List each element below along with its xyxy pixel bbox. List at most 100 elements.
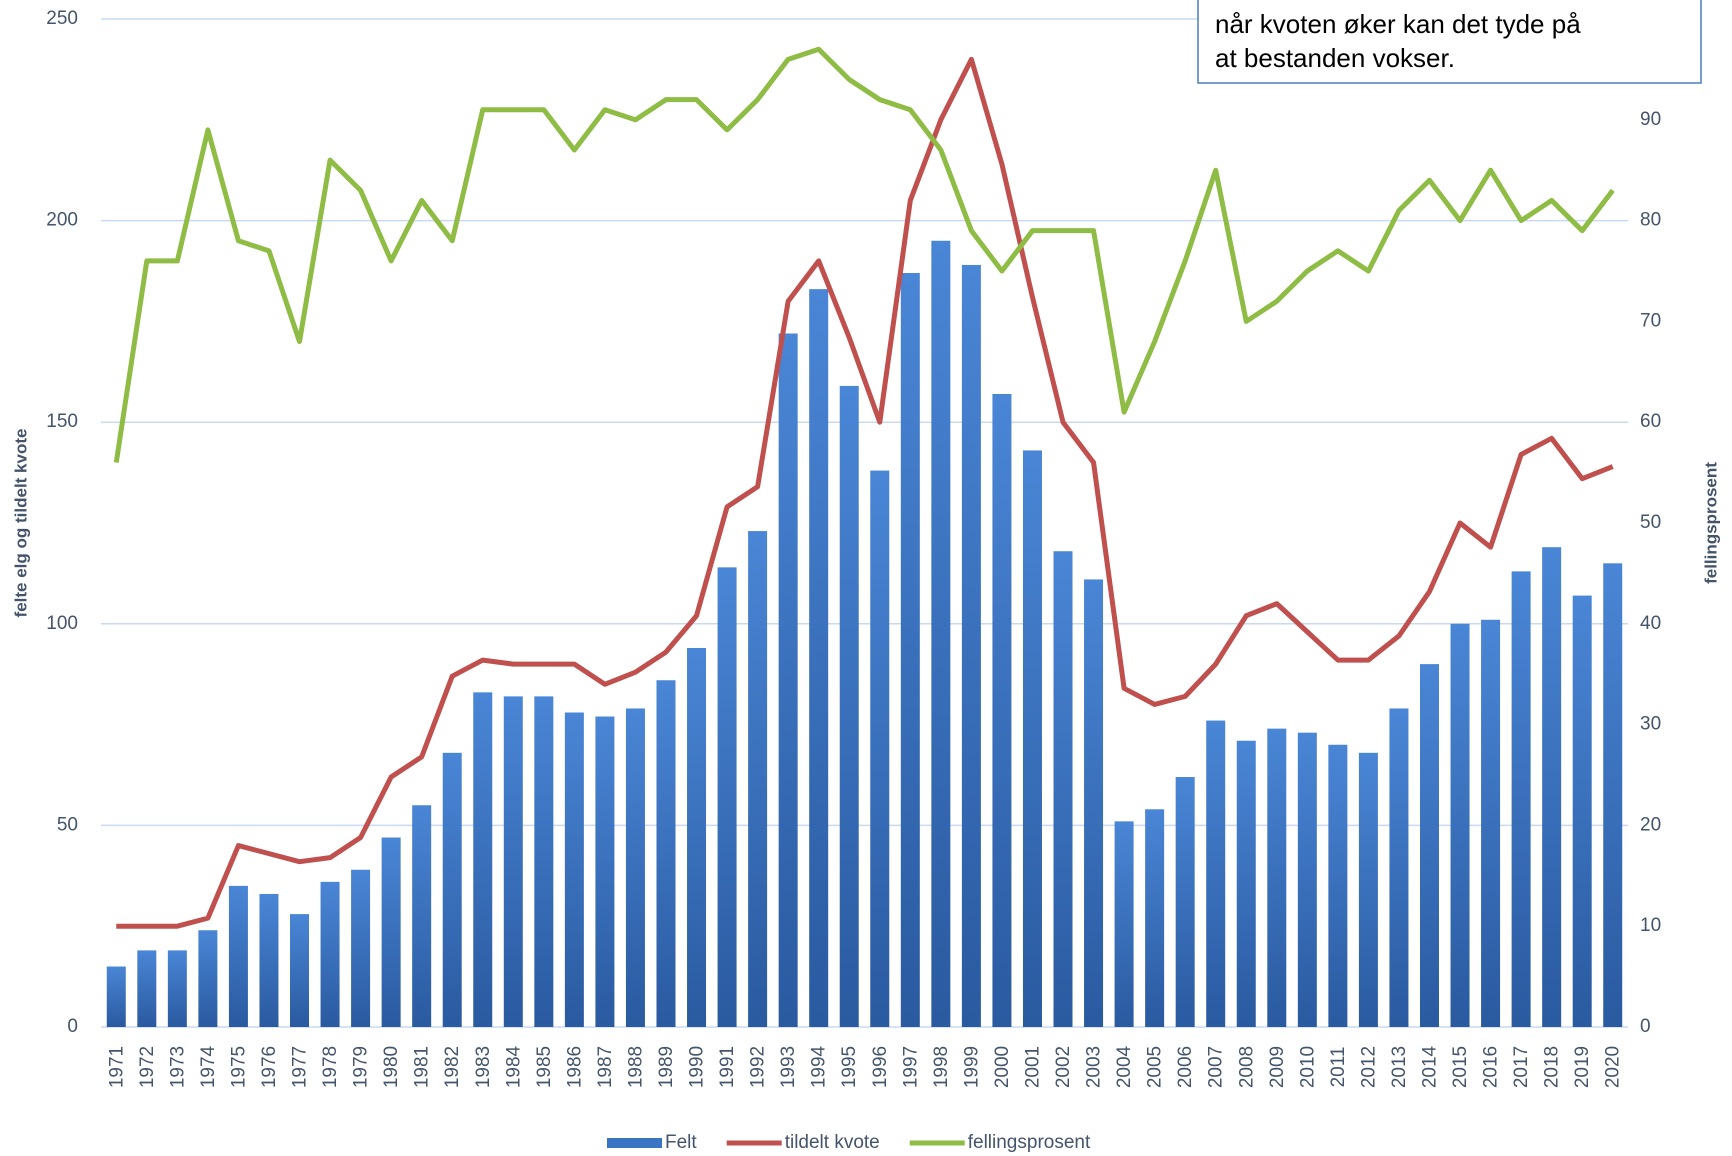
x-tick-label: 1972 [137, 1046, 158, 1088]
bar [625, 708, 645, 1027]
bar [1236, 740, 1256, 1027]
x-tick-label: 2014 [1420, 1045, 1441, 1088]
x-tick-label: 2007 [1206, 1046, 1227, 1088]
x-tick-label: 1982 [442, 1046, 463, 1088]
x-tick-label: 2000 [992, 1046, 1013, 1088]
x-tick-label: 2013 [1389, 1046, 1410, 1088]
x-tick-label: 2003 [1084, 1046, 1105, 1088]
bar [137, 950, 157, 1027]
bar [870, 470, 890, 1028]
bar [534, 696, 554, 1027]
x-tick-label: 1999 [961, 1046, 982, 1088]
bar [839, 385, 859, 1027]
x-tick-label: 1997 [900, 1046, 921, 1088]
legend-label: fellingsprosent [968, 1132, 1091, 1153]
bar [656, 680, 676, 1027]
y2-tick-label: 60 [1640, 411, 1661, 432]
x-tick-label: 2020 [1603, 1046, 1624, 1088]
x-tick-label: 2019 [1572, 1046, 1593, 1088]
y2-tick-label: 30 [1640, 714, 1661, 735]
bar [1572, 595, 1592, 1027]
legend-swatch [607, 1138, 662, 1148]
x-tick-label: 1989 [656, 1046, 677, 1088]
x-tick-label: 1987 [595, 1046, 616, 1088]
annotation: at bestanden vokser. [1215, 43, 1455, 73]
x-tick-label: 1991 [717, 1046, 738, 1088]
bar [1206, 720, 1226, 1027]
line [113, 46, 1615, 463]
x-tick-label: 1992 [748, 1046, 769, 1088]
x-tick-label: 1971 [106, 1046, 127, 1088]
x-tick-label: 2004 [1114, 1045, 1135, 1088]
bar [381, 837, 401, 1027]
x-tick-label: 2009 [1267, 1046, 1288, 1088]
x-tick-label: 1977 [290, 1046, 311, 1088]
x-tick-label: 1995 [839, 1046, 860, 1088]
x-tick-label: 1990 [687, 1046, 708, 1088]
y2-tick-label: 90 [1640, 109, 1661, 130]
line [116, 56, 1614, 929]
x-tick-label: 1984 [503, 1045, 524, 1088]
bar [1419, 664, 1439, 1027]
bar [1511, 571, 1531, 1027]
bar [1267, 728, 1287, 1027]
y2-tick-label: 10 [1640, 915, 1661, 936]
bar [442, 752, 462, 1027]
y-tick-label: 0 [67, 1016, 78, 1037]
bar [167, 950, 187, 1027]
y2-tick-label: 0 [1640, 1016, 1651, 1037]
bar [1389, 708, 1409, 1027]
annotation-box [1197, 0, 1702, 84]
bar [931, 240, 951, 1027]
bar [1297, 732, 1317, 1027]
x-tick-label: 2005 [1145, 1046, 1166, 1088]
bar [564, 712, 584, 1027]
bar [1542, 547, 1562, 1027]
bar [961, 264, 981, 1027]
y-tick-label: 100 [46, 613, 78, 634]
x-tick-label: 1981 [412, 1046, 433, 1088]
y2-tick-label: 80 [1640, 210, 1661, 231]
y2-tick-label: 20 [1640, 814, 1661, 835]
x-tick-label: 2016 [1481, 1046, 1502, 1088]
x-tick-label: 2011 [1328, 1047, 1349, 1088]
bar [503, 696, 523, 1027]
bar [992, 393, 1012, 1027]
annotation: når kvoten øker kan det tyde på [1215, 9, 1581, 39]
bar [198, 930, 218, 1027]
y2-tick-label: 50 [1640, 512, 1661, 533]
bar [259, 893, 279, 1027]
bar [748, 531, 768, 1027]
x-tick-label: 2017 [1511, 1046, 1532, 1088]
x-tick-label: 1974 [198, 1045, 219, 1088]
bar [1114, 821, 1134, 1027]
bar [1450, 623, 1470, 1027]
bar [351, 869, 371, 1027]
x-tick-label: 2001 [1022, 1046, 1043, 1088]
x-tick-label: 1986 [564, 1046, 585, 1088]
y2-axis-label: fellingsprosent [1701, 462, 1720, 584]
y-axis-label: felte elg og tildelt kvote [11, 429, 30, 618]
x-tick-label: 2006 [1175, 1046, 1196, 1088]
x-tick-label: 1985 [534, 1046, 555, 1088]
bar [717, 567, 737, 1027]
y-tick-label: 50 [57, 814, 78, 835]
x-tick-label: 1980 [381, 1046, 402, 1088]
bar [1358, 752, 1378, 1027]
x-tick-label: 1994 [809, 1045, 830, 1088]
x-tick-label: 1973 [167, 1046, 188, 1088]
bar [106, 966, 126, 1027]
bar [320, 881, 340, 1027]
bar [228, 885, 248, 1027]
x-tick-label: 2010 [1297, 1046, 1318, 1088]
bar [1175, 777, 1195, 1027]
y-tick-label: 200 [46, 210, 78, 231]
bar [809, 289, 829, 1027]
x-tick-label: 1998 [931, 1046, 952, 1088]
bar [1328, 744, 1348, 1027]
x-tick-label: 1988 [625, 1046, 646, 1088]
x-tick-label: 2012 [1358, 1046, 1379, 1088]
x-tick-label: 1979 [351, 1046, 372, 1088]
y2-tick-label: 70 [1640, 310, 1661, 331]
